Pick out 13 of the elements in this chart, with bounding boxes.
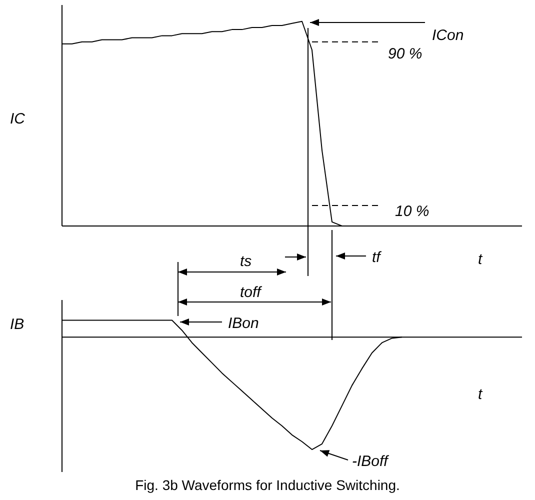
annotation: ICon (432, 27, 464, 44)
y-axis-title: IB (10, 316, 24, 334)
ref-line-label: 90 % (388, 46, 422, 62)
text: ts (240, 253, 252, 270)
ref-line-label: 10 % (395, 203, 430, 220)
text: -IBoff (352, 453, 390, 470)
y-axis-title: IC (10, 110, 26, 128)
text: tf (372, 249, 382, 266)
annotation: IBon (228, 315, 259, 332)
caption: Fig. 3b Waveforms for Inductive Switching. (135, 477, 400, 493)
text: toff (240, 284, 263, 301)
x-axis-title: t (478, 251, 483, 268)
x-axis-title: t (478, 386, 483, 404)
